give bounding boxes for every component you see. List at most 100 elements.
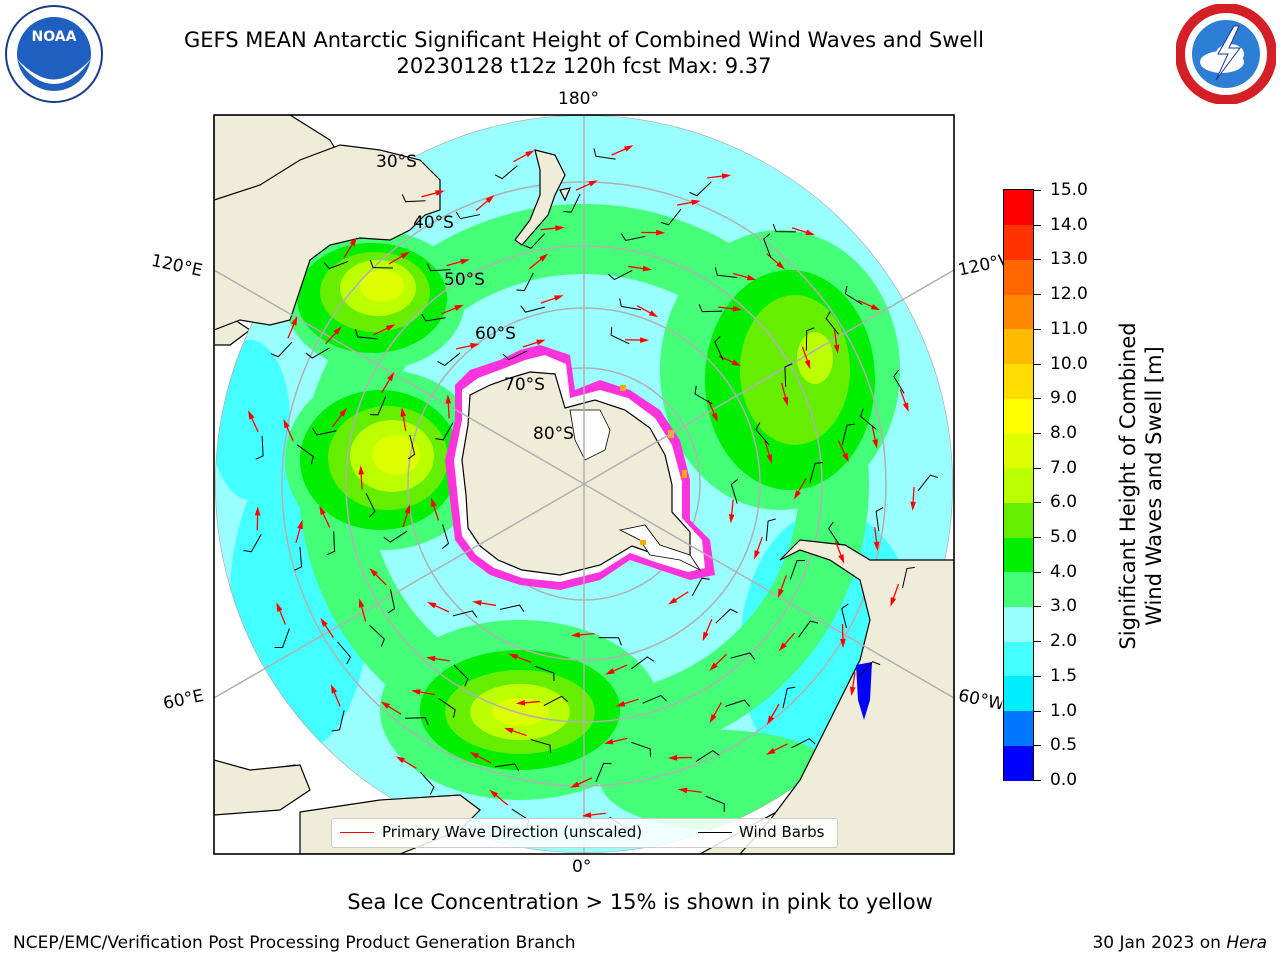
colorbar-segment	[1004, 710, 1033, 746]
wave-direction-arrowhead	[838, 554, 845, 564]
wave-direction-arrowhead	[330, 684, 338, 694]
wave-direction-arrowhead	[472, 600, 482, 606]
colorbar-tick	[1033, 432, 1041, 434]
colorbar-tick	[1033, 294, 1041, 296]
wind-barb	[858, 661, 881, 677]
wave-direction-arrowhead	[319, 505, 326, 516]
wind-barb	[763, 233, 772, 258]
colorbar-tick	[1033, 571, 1041, 573]
footer-date-text: 30 Jan 2023 on	[1092, 933, 1221, 953]
wave-direction-arrowhead	[404, 504, 411, 514]
wave-direction-arrowhead	[605, 668, 615, 675]
wind-barb	[327, 531, 336, 556]
wind-barb	[420, 771, 435, 795]
wind-barb	[455, 211, 481, 220]
wave-direction-arrowhead	[910, 501, 916, 511]
wind-barb	[516, 272, 534, 292]
colorbar-segment	[1004, 294, 1033, 330]
colorbar-tick-label: 0.0	[1050, 770, 1078, 790]
wave-direction-arrowhead	[668, 755, 678, 761]
wind-barb	[875, 507, 884, 532]
wind-barb	[694, 385, 713, 405]
wind-barb	[917, 474, 939, 492]
wave-direction-arrowhead	[504, 727, 514, 734]
colorbar-tick	[1033, 537, 1041, 539]
wind-barb	[369, 259, 394, 269]
colorbar-tick-label: 11.0	[1050, 318, 1088, 339]
wind-barb	[791, 738, 816, 749]
wind-barb	[631, 741, 652, 757]
wave-direction-arrowhead	[460, 258, 470, 265]
colorbar-segment	[1004, 190, 1033, 226]
wave-direction-arrowhead	[400, 407, 407, 417]
sea-ice-note: Sea Ice Concentration > 15% is shown in …	[347, 890, 933, 914]
colorbar-segment	[1004, 571, 1033, 608]
wave-direction-arrowhead	[702, 631, 709, 642]
footer-host: Hera	[1226, 933, 1267, 953]
wave-direction-arrowhead	[709, 662, 718, 671]
wave-direction-arrowhead	[400, 251, 410, 259]
wave-direction-arrowhead	[776, 261, 785, 270]
wind-barb	[530, 739, 552, 754]
wind-barb	[825, 311, 839, 335]
wave-direction-arrowhead	[902, 402, 909, 412]
wave-direction-arrowhead	[427, 601, 437, 609]
wave-direction-arrowhead	[691, 199, 701, 206]
wave-direction-arrowhead	[766, 454, 773, 464]
wind-barbs-legend-label: Wind Barbs	[739, 823, 825, 841]
colorbar-tick	[1033, 710, 1041, 712]
colorbar-segment	[1004, 675, 1033, 712]
wave-direction-arrowhead	[766, 748, 776, 755]
wind-barb	[893, 369, 905, 394]
wave-direction-arrowhead	[553, 295, 564, 301]
lat-label-50s: 50°S	[444, 270, 485, 290]
wind-barb	[274, 628, 290, 649]
wind-barb	[841, 603, 849, 629]
wave-direction-arrowhead	[840, 638, 846, 649]
wind-barb	[608, 269, 633, 281]
footer-date: 30 Jan 2023 on Hera	[1092, 933, 1267, 953]
wind-barb	[534, 665, 555, 682]
colorbar-segment	[1004, 606, 1033, 642]
wind-barb	[437, 352, 461, 367]
wind-barb	[714, 267, 738, 278]
wind-barb	[441, 524, 450, 549]
colorbar-tick-label: 5.0	[1050, 527, 1078, 548]
wind-barb	[755, 422, 770, 446]
wind-barb	[620, 233, 646, 241]
wind-barb	[598, 637, 622, 646]
colorbar-tick-label: 1.5	[1050, 665, 1078, 686]
wave-direction-arrowhead	[804, 359, 811, 370]
wave-direction-arrowhead	[333, 326, 342, 335]
colorbar-tick-label: 1.0	[1050, 700, 1078, 721]
wind-barb	[695, 750, 720, 762]
colorbar-tick	[1033, 363, 1041, 365]
wave-direction-arrowhead	[454, 304, 464, 311]
wave-direction-arrowhead	[778, 588, 784, 599]
wave-direction-arrowhead	[539, 253, 549, 262]
wave-direction-arrowhead	[445, 394, 452, 404]
wind-barb	[772, 223, 797, 233]
wave-direction-arrowhead	[489, 789, 499, 798]
wind-barb	[730, 652, 755, 660]
shallow-coast	[856, 662, 872, 720]
colorbar-segment	[1004, 432, 1033, 469]
wave-direction-legend-label: Primary Wave Direction (unscaled)	[382, 823, 643, 841]
wind-barb	[383, 530, 408, 543]
colorbar	[1003, 189, 1034, 781]
lat-label-60s: 60°S	[475, 324, 516, 344]
colorbar-tick	[1033, 641, 1041, 643]
lat-label-80s: 80°S	[533, 424, 574, 444]
wind-barb	[698, 304, 723, 313]
wave-direction-arrowhead	[728, 514, 735, 524]
wave-direction-arrowhead	[668, 597, 678, 605]
wind-barb	[619, 298, 642, 311]
wind-barb	[502, 350, 528, 361]
wave-direction-arrowhead	[291, 316, 298, 326]
colorbar-tick	[1033, 190, 1041, 191]
wind-barb	[337, 641, 352, 665]
wind-barb	[714, 335, 724, 361]
wind-barb	[901, 566, 915, 589]
colorbar-tick-label: 10.0	[1050, 353, 1088, 374]
wind-barb	[494, 165, 518, 180]
